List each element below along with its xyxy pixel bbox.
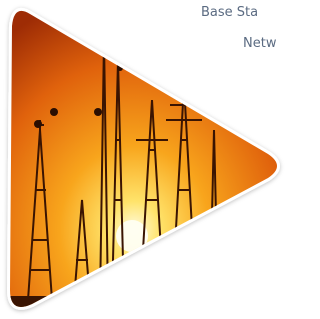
page: Base Sta Netw (() => { const data = JSON… — [0, 0, 286, 319]
screenshot: Base Sta Netw — [0, 0, 286, 319]
caption-line: Netw — [243, 36, 277, 51]
caption-line: Base Sta — [201, 5, 258, 20]
